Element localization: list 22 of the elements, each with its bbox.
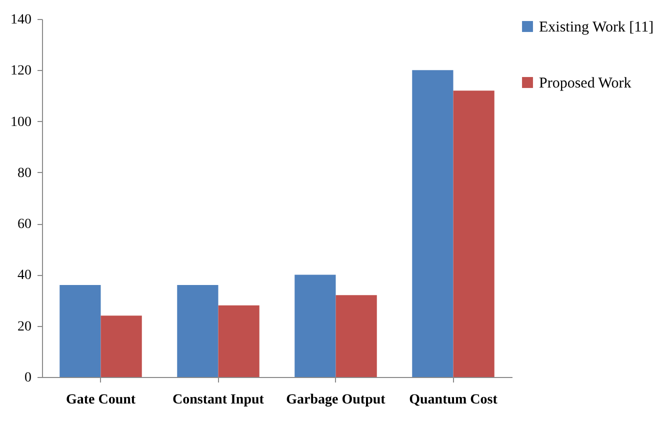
y-tick-label: 60	[18, 217, 32, 232]
legend-label: Existing Work [11]	[539, 20, 654, 36]
y-tick-label: 100	[10, 114, 32, 130]
x-tick-label: Gate Count	[66, 392, 136, 408]
y-tick-label: 0	[24, 370, 32, 386]
legend-label: Proposed Work	[539, 76, 632, 92]
y-tick-label: 20	[18, 319, 32, 334]
bar	[453, 90, 494, 377]
bar	[60, 284, 101, 377]
y-tick-label: 40	[18, 268, 32, 284]
bar	[218, 305, 260, 377]
bar	[177, 284, 218, 377]
y-tick-label: 80	[18, 166, 32, 181]
x-tick-label: Quantum Cost	[409, 392, 498, 408]
bar	[294, 274, 336, 377]
bar	[412, 70, 454, 377]
bar	[336, 295, 377, 377]
x-tick-label: Constant Input	[172, 392, 264, 408]
y-tick-label: 120	[10, 64, 32, 79]
y-tick-label: 140	[10, 12, 32, 28]
bar	[100, 316, 142, 377]
x-tick-label: Garbage Output	[286, 392, 386, 408]
